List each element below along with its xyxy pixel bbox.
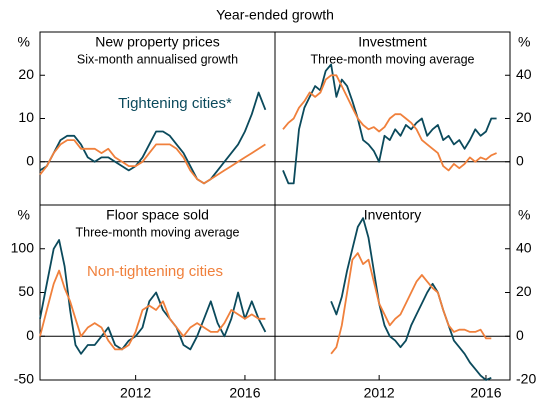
- y-tick-label: 50: [18, 283, 34, 299]
- series-line: [282, 74, 497, 172]
- x-tick-label: 2016: [229, 385, 260, 401]
- y-tick-label: 20: [516, 283, 532, 299]
- panel-subtitle: Three-month moving average: [76, 225, 240, 239]
- panel-subtitle: Six-month annualised growth: [77, 52, 238, 66]
- y-unit: %: [518, 207, 530, 223]
- panel-title: Investment: [358, 34, 427, 50]
- series-line: [39, 139, 266, 185]
- x-tick-label: 2012: [364, 385, 395, 401]
- y-tick-label: 40: [516, 66, 532, 82]
- series-line: [39, 239, 267, 355]
- panel-title: New property prices: [95, 34, 220, 50]
- series-label: Non-tightening cities: [87, 263, 223, 280]
- x-tick-label: 2012: [120, 385, 151, 401]
- y-tick-label: -20: [516, 371, 536, 387]
- y-tick-label: -50: [14, 371, 34, 387]
- y-tick-label: 0: [26, 327, 34, 343]
- y-unit: %: [18, 34, 30, 50]
- y-tick-label: 40: [516, 239, 532, 255]
- series-line: [330, 252, 492, 355]
- y-tick-label: 20: [18, 66, 34, 82]
- panel-title: Floor space sold: [106, 207, 209, 223]
- series-line: [39, 269, 266, 351]
- series-line: [282, 63, 497, 185]
- y-tick-label: 0: [516, 327, 524, 343]
- y-unit: %: [518, 34, 530, 50]
- y-unit: %: [18, 207, 30, 223]
- y-tick-label: 10: [18, 109, 34, 125]
- y-tick-label: 100: [11, 239, 35, 255]
- panel-subtitle: Three-month moving average: [311, 52, 475, 66]
- panel-title: Inventory: [364, 207, 422, 223]
- y-tick-label: 20: [516, 109, 532, 125]
- y-tick-label: 0: [516, 152, 524, 168]
- y-tick-label: 0: [26, 152, 34, 168]
- series-line: [330, 217, 492, 381]
- figure-subtitle: Year-ended growth: [216, 7, 334, 23]
- series-label: Tightening cities*: [118, 95, 232, 112]
- x-tick-label: 2016: [470, 385, 501, 401]
- series-line: [39, 91, 267, 185]
